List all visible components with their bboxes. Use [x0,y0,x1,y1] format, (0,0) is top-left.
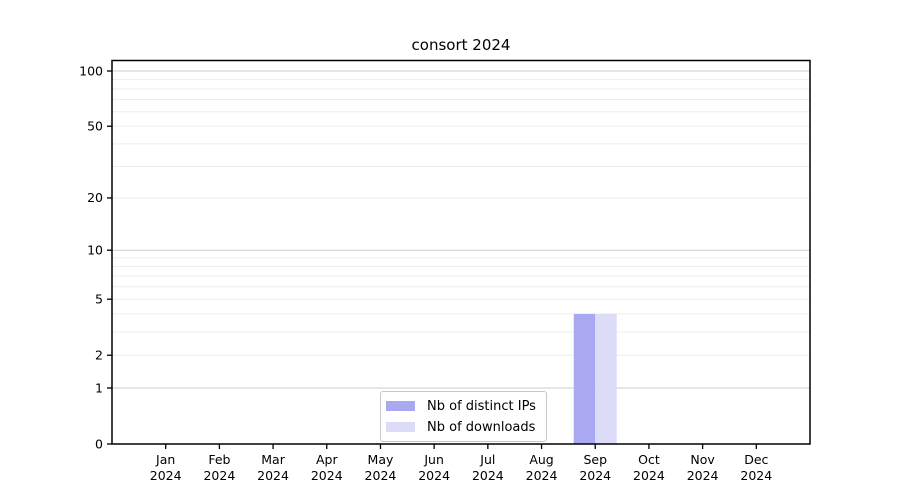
x-tick-label-month: Jan [155,452,175,467]
x-tick-label-year: 2024 [740,468,772,483]
x-tick-label-year: 2024 [418,468,450,483]
plot-border [111,59,811,445]
x-tick-label-month: Nov [690,452,715,467]
x-tick-label-year: 2024 [526,468,558,483]
bar-nb-of-distinct-ips [573,313,596,444]
y-tick-label: 2 [95,348,103,363]
x-tick-label-month: Dec [744,452,768,467]
x-tick-label-year: 2024 [257,468,289,483]
y-tick-label: 1 [95,380,103,395]
x-tick-label-month: Feb [208,452,230,467]
legend-label-distinct-ips: Nb of distinct IPs [427,398,536,414]
x-tick-label-year: 2024 [203,468,235,483]
x-tick-label-month: May [368,452,394,467]
x-tick-label-month: Aug [529,452,553,467]
x-tick-label-month: Jun [423,452,444,467]
x-tick-label-month: Mar [261,452,285,467]
x-tick-label-month: Sep [583,452,607,467]
chart-title: consort 2024 [411,36,511,54]
distinct-ips-swatch [386,401,415,411]
x-tick-label-month: Jul [479,452,495,467]
y-tick-label: 5 [95,291,103,306]
y-tick-label: 50 [87,119,103,134]
x-tick-label-year: 2024 [633,468,665,483]
x-tick-label-month: Apr [316,452,338,467]
bar-nb-of-downloads [595,313,617,444]
x-tick-label-year: 2024 [472,468,504,483]
y-tick-label: 10 [87,242,103,257]
legend-item-distinct-ips: Nb of distinct IPs [386,397,536,415]
x-tick-label-year: 2024 [579,468,611,483]
legend-item-downloads: Nb of downloads [386,418,536,436]
x-tick-label-month: Oct [638,452,660,467]
x-tick-label-year: 2024 [687,468,719,483]
y-tick-label: 20 [87,190,103,205]
downloads-swatch [386,422,415,432]
x-tick-label-year: 2024 [365,468,397,483]
x-tick-label-year: 2024 [311,468,343,483]
legend-label-downloads: Nb of downloads [427,419,536,435]
y-tick-label: 0 [95,436,103,451]
chart-legend: Nb of distinct IPs Nb of downloads [380,391,547,442]
y-tick-label: 100 [79,63,103,78]
x-tick-label-year: 2024 [150,468,182,483]
